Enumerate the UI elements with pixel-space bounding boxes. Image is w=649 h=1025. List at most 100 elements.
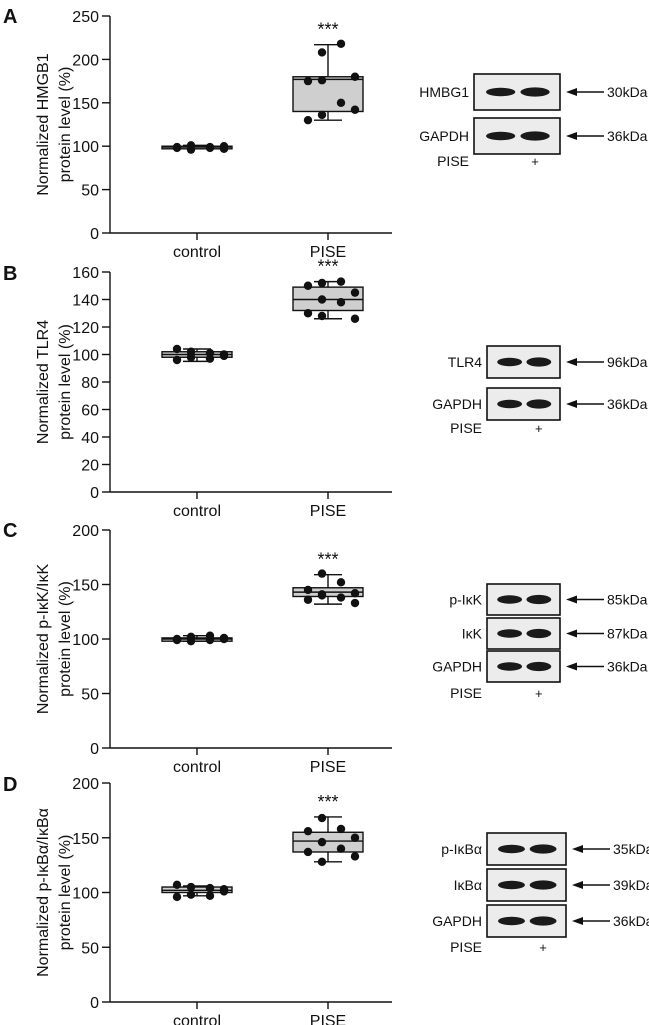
y-tick-label: 200 bbox=[72, 523, 99, 540]
data-point bbox=[205, 354, 215, 363]
arrow-head-icon bbox=[566, 358, 577, 366]
y-tick-label: 60 bbox=[81, 403, 99, 420]
data-point bbox=[350, 852, 360, 861]
band bbox=[486, 87, 516, 97]
blot-protein-label: TLR4 bbox=[448, 354, 482, 370]
band bbox=[497, 357, 523, 367]
panel-label: A bbox=[3, 6, 17, 28]
x-tick-label: PISE bbox=[310, 1013, 346, 1025]
data-point bbox=[172, 892, 182, 902]
data-point bbox=[317, 590, 327, 599]
data-point bbox=[219, 887, 229, 896]
y-tick-label: 100 bbox=[72, 632, 99, 649]
arrow-head-icon bbox=[566, 629, 577, 638]
arrow-head-icon bbox=[566, 132, 577, 140]
band bbox=[526, 594, 552, 605]
arrow-head-icon bbox=[572, 881, 583, 889]
data-point bbox=[336, 844, 346, 853]
box-PISE bbox=[292, 277, 364, 323]
significance-label: *** bbox=[317, 20, 338, 40]
data-point bbox=[317, 813, 327, 823]
data-point bbox=[303, 115, 313, 125]
y-tick-label: 80 bbox=[81, 375, 99, 392]
x-tick-label: control bbox=[173, 244, 221, 261]
blot-protein-label: GAPDH bbox=[419, 128, 469, 144]
band bbox=[526, 399, 552, 409]
x-tick-label: PISE bbox=[310, 759, 346, 776]
blot-row: HMBG1 30kDa bbox=[419, 73, 648, 111]
data-point bbox=[336, 98, 346, 108]
data-point bbox=[317, 837, 327, 847]
blot-size-label: 36kDa bbox=[607, 396, 648, 412]
y-tick-label: 0 bbox=[90, 995, 99, 1012]
y-tick-label: 50 bbox=[81, 687, 99, 704]
blot-row: GAPDH 36kDa bbox=[432, 650, 648, 683]
blot-row: p-IκBα 35kDa bbox=[441, 832, 649, 866]
blot-protein-label: IκK bbox=[462, 626, 483, 642]
y-tick-label: 200 bbox=[72, 52, 99, 69]
x-tick-label: PISE bbox=[310, 244, 346, 261]
y-tick-label: 250 bbox=[72, 9, 99, 26]
blot-footer-sign: + bbox=[539, 940, 547, 955]
y-axis-label: protein level (%) bbox=[57, 324, 74, 440]
y-tick-label: 0 bbox=[90, 226, 99, 243]
significance-label: *** bbox=[317, 550, 338, 570]
blot-row: TLR4 96kDa bbox=[448, 345, 648, 379]
blot-footer-label: PISE bbox=[450, 939, 482, 955]
data-point bbox=[205, 631, 215, 640]
blot-footer-label: PISE bbox=[437, 153, 469, 169]
y-tick-label: 100 bbox=[72, 139, 99, 156]
significance-label: *** bbox=[317, 257, 338, 277]
blot-footer-sign: + bbox=[531, 154, 539, 169]
blot-size-label: 30kDa bbox=[607, 84, 648, 100]
data-point bbox=[172, 344, 182, 354]
blot-row: GAPDH 36kDa bbox=[432, 387, 648, 421]
band bbox=[497, 662, 523, 671]
blot-protein-label: GAPDH bbox=[432, 396, 482, 412]
band bbox=[497, 629, 523, 638]
data-point bbox=[219, 350, 229, 359]
data-point bbox=[350, 833, 360, 842]
blot-size-label: 39kDa bbox=[613, 877, 649, 893]
band bbox=[529, 880, 557, 890]
data-point bbox=[186, 141, 196, 150]
y-tick-label: 50 bbox=[81, 940, 99, 957]
data-point bbox=[172, 635, 182, 645]
data-point bbox=[336, 593, 346, 602]
blot-row: IκK 87kDa bbox=[462, 617, 648, 650]
data-point bbox=[205, 891, 215, 900]
y-tick-label: 160 bbox=[72, 265, 99, 282]
arrow-head-icon bbox=[566, 88, 577, 96]
data-point bbox=[303, 595, 313, 604]
panel-label: C bbox=[3, 520, 17, 542]
panel-D: D 0 50 100 150 200 control PISE Normalized p-IκB… bbox=[3, 774, 649, 1025]
data-point bbox=[205, 142, 215, 152]
blot-size-label: 35kDa bbox=[613, 841, 649, 857]
band bbox=[497, 595, 523, 604]
data-point bbox=[317, 110, 327, 120]
band bbox=[520, 87, 550, 97]
x-tick-label: control bbox=[173, 503, 221, 520]
y-axis-label: protein level (%) bbox=[57, 67, 74, 183]
y-axis-label: Normalized TLR4 bbox=[35, 320, 52, 444]
blot-row: GAPDH 36kDa bbox=[432, 904, 649, 938]
data-point bbox=[336, 298, 346, 307]
box-control bbox=[161, 880, 233, 902]
y-axis-label: Normalized p-IκK/IκK bbox=[35, 564, 52, 715]
y-tick-label: 20 bbox=[81, 458, 99, 475]
band bbox=[520, 131, 550, 141]
y-axis-label: protein level (%) bbox=[57, 835, 74, 951]
box-PISE bbox=[292, 569, 364, 608]
data-point bbox=[186, 882, 196, 892]
panel-B: B 0 20 40 60 80 100 120 140 160 control PISE Normali… bbox=[3, 257, 648, 520]
data-point bbox=[336, 578, 346, 587]
blot-protein-label: HMBG1 bbox=[419, 84, 469, 100]
blot-row: GAPDH 36kDa bbox=[419, 117, 648, 155]
y-tick-label: 120 bbox=[72, 320, 99, 337]
y-tick-label: 100 bbox=[72, 348, 99, 365]
blot-size-label: 96kDa bbox=[607, 354, 648, 370]
arrow-head-icon bbox=[572, 917, 583, 925]
data-point bbox=[186, 632, 196, 642]
blot-size-label: 36kDa bbox=[607, 128, 648, 144]
